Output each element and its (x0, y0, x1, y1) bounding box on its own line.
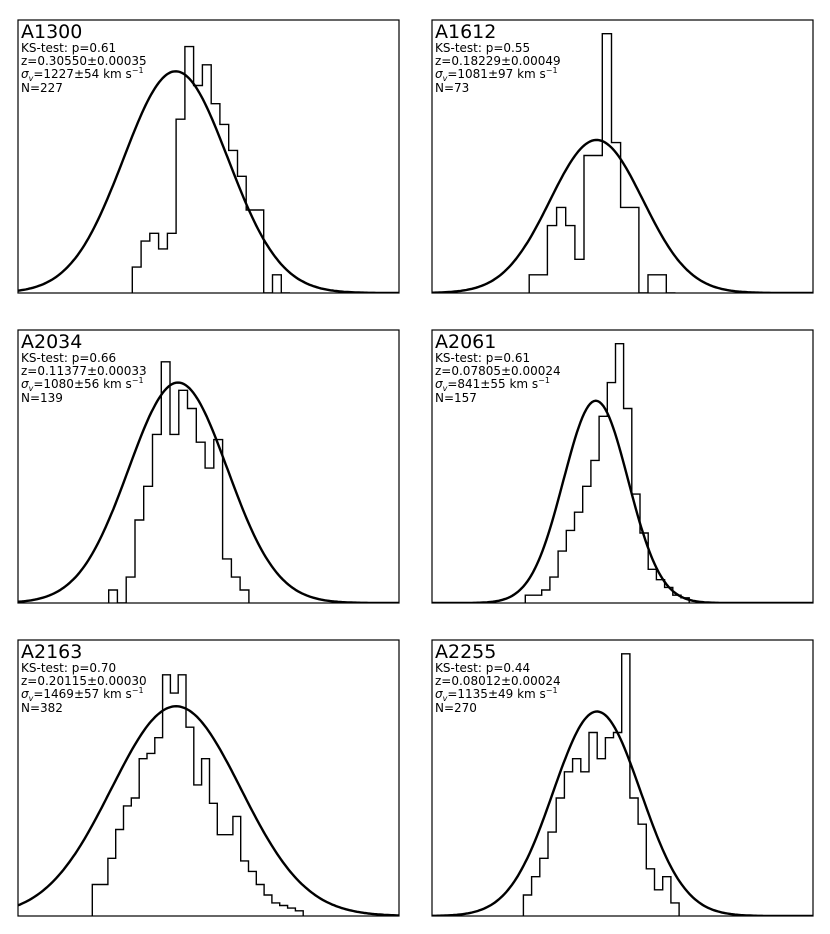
velocity-dispersion-label: σv=1469±57 km s−1 (21, 686, 144, 703)
velocity-dispersion-label: σv=1227±54 km s−1 (21, 66, 144, 83)
velocity-dispersion-label: σv=1135±49 km s−1 (435, 686, 558, 703)
cluster-title: A2034 (21, 331, 82, 353)
histogram-bars (108, 361, 250, 603)
redshift-label: z=0.07805±0.00024 (435, 364, 561, 378)
plot-frame (431, 19, 814, 294)
plot-frame (431, 639, 814, 917)
member-count-label: N=157 (435, 391, 477, 405)
ks-test-label: KS-test: p=0.66 (21, 351, 116, 365)
plot-frame (431, 329, 814, 604)
redshift-label: z=0.30550±0.00035 (21, 54, 147, 68)
histogram-bars (522, 653, 680, 916)
gaussian-fit-curve (18, 70, 399, 293)
member-count-label: N=139 (21, 391, 63, 405)
redshift-label: z=0.08012±0.00024 (435, 674, 561, 688)
gaussian-fit-curve (18, 704, 399, 916)
histogram-bars (91, 674, 304, 916)
gaussian-fit-curve (432, 399, 813, 603)
cluster-title: A1612 (435, 21, 496, 43)
gaussian-fit-curve (432, 710, 813, 916)
ks-test-label: KS-test: p=0.61 (435, 351, 530, 365)
histogram-bars (528, 33, 676, 293)
member-count-label: N=227 (21, 81, 63, 95)
member-count-label: N=270 (435, 701, 477, 715)
cluster-title: A2061 (435, 331, 496, 353)
cluster-title: A1300 (21, 21, 82, 43)
member-count-label: N=73 (435, 81, 469, 95)
member-count-label: N=382 (21, 701, 63, 715)
redshift-label: z=0.20115±0.00030 (21, 674, 147, 688)
plot-frame (17, 639, 400, 917)
velocity-dispersion-label: σv=1081±97 km s−1 (435, 66, 558, 83)
gaussian-fit-curve (432, 138, 813, 293)
plot-frame (17, 329, 400, 604)
ks-test-label: KS-test: p=0.61 (21, 41, 116, 55)
velocity-dispersion-label: σv=1080±56 km s−1 (21, 376, 144, 393)
histogram-bars (131, 45, 290, 293)
ks-test-label: KS-test: p=0.44 (435, 661, 530, 675)
ks-test-label: KS-test: p=0.70 (21, 661, 116, 675)
redshift-label: z=0.18229±0.00049 (435, 54, 561, 68)
cluster-title: A2255 (435, 641, 496, 663)
velocity-dispersion-label: σv=841±55 km s−1 (435, 376, 550, 393)
redshift-label: z=0.11377±0.00033 (21, 364, 147, 378)
ks-test-label: KS-test: p=0.55 (435, 41, 530, 55)
cluster-title: A2163 (21, 641, 82, 663)
gaussian-fit-curve (18, 381, 399, 603)
plot-frame (17, 19, 400, 294)
